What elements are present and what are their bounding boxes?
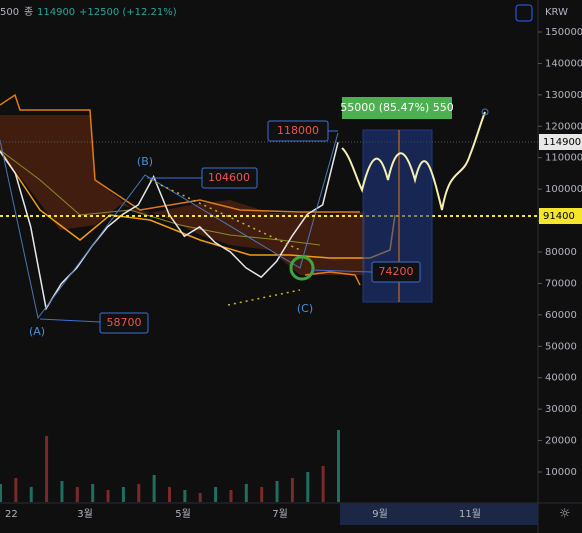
volume-bar [106, 490, 110, 502]
ichimoku-cloud [0, 115, 365, 275]
volume-bar [198, 493, 202, 502]
x-tick-label: 22 [5, 509, 18, 520]
x-tick-label: 7월 [272, 508, 288, 520]
header-change: +12500 (+12.21%) [79, 7, 177, 18]
ichimoku-span [304, 271, 361, 286]
volume-bar [137, 484, 141, 502]
last-price-box [539, 134, 582, 150]
header-symbol: 500 [0, 7, 19, 18]
wave-label: (C) [297, 302, 313, 315]
level-price: 91400 [543, 211, 575, 222]
y-tick-label: 120000 [545, 121, 582, 132]
volume-bar [0, 484, 2, 502]
ichimoku-span [0, 93, 360, 213]
volume-bar [14, 478, 18, 502]
projection-label-box [342, 97, 452, 119]
volume-bar [121, 487, 125, 502]
volume-bar [337, 430, 340, 502]
volume-bar [306, 472, 310, 502]
y-tick-label: 20000 [545, 436, 577, 447]
header-price: 114900 [37, 7, 75, 18]
y-tick-label: 150000 [545, 27, 582, 38]
volume-bar [60, 481, 64, 502]
volume-bar [260, 487, 264, 502]
highlight-circle [289, 255, 315, 281]
x-tick-label: 9월 [372, 508, 388, 520]
settings-button[interactable] [515, 4, 533, 22]
volume-bar [168, 487, 171, 502]
connector [311, 269, 373, 273]
volume-bar [183, 490, 187, 502]
volume-bar [229, 490, 233, 502]
y-tick-label: 100000 [545, 184, 582, 195]
volume-bar [275, 481, 279, 502]
volume-bar [152, 475, 156, 502]
volume-bar [75, 487, 79, 502]
forecast-point [481, 108, 489, 116]
y-tick-label: 10000 [545, 467, 577, 478]
x-tick-label: 5월 [175, 508, 191, 520]
settings-icon[interactable]: ☼ [559, 507, 571, 522]
wave-line [0, 132, 339, 320]
volume-bar [290, 478, 294, 502]
y-tick-label: 70000 [545, 278, 577, 289]
wave-label: (A) [29, 325, 45, 338]
annotation: 104600 [208, 171, 250, 184]
annotation: 58700 [107, 316, 142, 329]
currency: KRW [545, 7, 568, 18]
x-tick-label: 3월 [77, 508, 93, 520]
y-tick-label: 60000 [545, 310, 577, 321]
volume-bar [244, 484, 248, 502]
annotation: 74200 [379, 265, 414, 278]
y-tick-label: 50000 [545, 341, 577, 352]
forecast-path [341, 111, 486, 211]
annotation-box [99, 312, 149, 334]
trend-line [227, 289, 301, 306]
last-price: 114900 [543, 137, 581, 148]
y-tick-label: 130000 [545, 90, 582, 101]
connector [39, 318, 101, 323]
projection-label: 55000 (85.47%) 550 [340, 101, 454, 114]
header-label: 종 [24, 6, 33, 18]
volume-bar [214, 487, 218, 502]
price-line [0, 142, 339, 311]
y-tick-label: 110000 [545, 153, 582, 164]
y-tick-label: 40000 [545, 373, 577, 384]
volume-bar [321, 466, 325, 502]
future-range [340, 503, 538, 525]
volume-bar [91, 484, 95, 502]
volume-bar [45, 436, 49, 502]
y-tick-label: 80000 [545, 247, 577, 258]
moving-average [0, 149, 321, 246]
y-tick-label: 30000 [545, 404, 577, 415]
annotation: 118000 [277, 124, 319, 137]
level-price-box [539, 208, 582, 224]
volume-bar [29, 487, 33, 502]
y-tick-label: 140000 [545, 58, 582, 69]
wave-label: (B) [137, 155, 153, 168]
x-tick-label: 11월 [459, 508, 481, 520]
